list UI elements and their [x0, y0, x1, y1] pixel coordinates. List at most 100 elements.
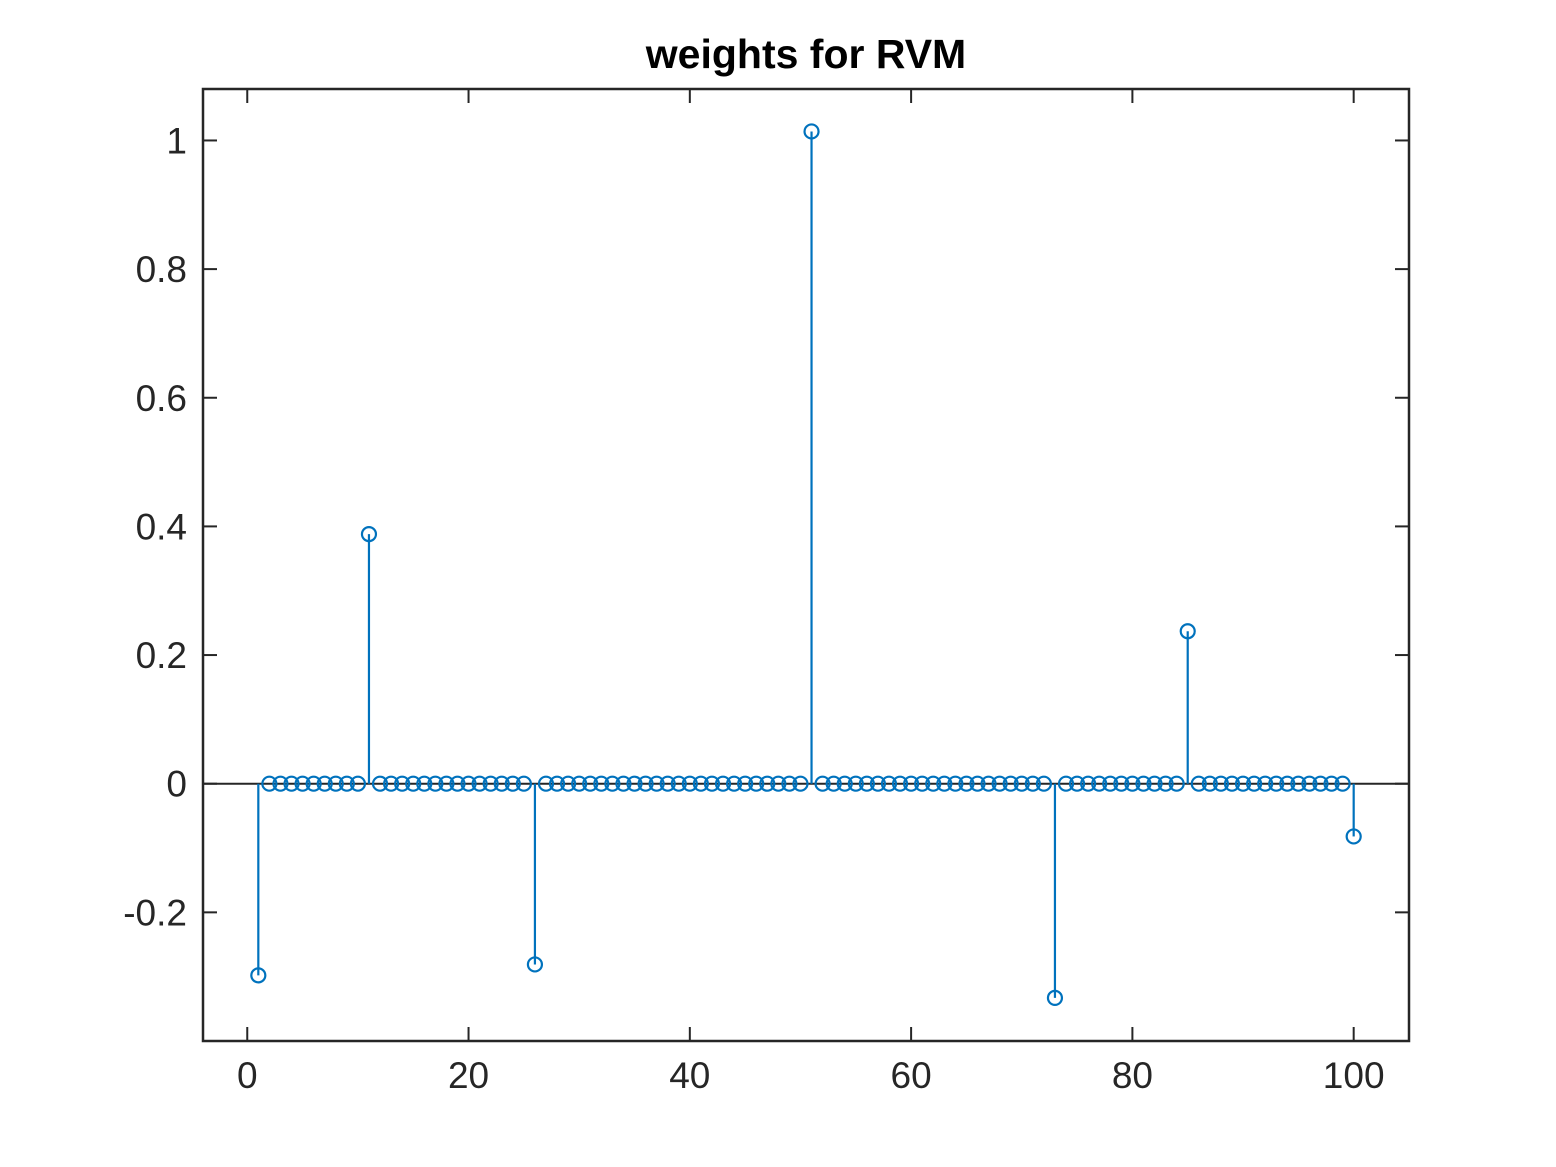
stem-marker	[1024, 775, 1041, 792]
stem-marker	[504, 775, 521, 792]
stem-marker	[936, 775, 953, 792]
stem-marker	[471, 775, 488, 792]
stem-marker	[969, 775, 986, 792]
stem-marker	[371, 775, 389, 792]
stem-marker	[1323, 775, 1340, 792]
stem-marker	[1035, 775, 1052, 792]
stem-marker	[737, 775, 754, 792]
stem-marker	[571, 775, 588, 792]
y-tick-label: 0.8	[136, 249, 187, 290]
stem-marker	[427, 775, 444, 792]
stem-marker	[847, 775, 864, 792]
chart-title: weights for RVM	[645, 31, 966, 77]
stem-marker	[670, 775, 687, 792]
x-tick-label: 80	[1112, 1055, 1153, 1096]
stem-marker	[1124, 775, 1141, 792]
stem-marker	[770, 775, 787, 792]
stem-marker	[991, 775, 1008, 792]
y-tick-label: -0.2	[123, 892, 187, 933]
stem-marker	[526, 956, 544, 973]
stem-marker	[903, 775, 920, 792]
stem-marker	[1168, 775, 1185, 792]
stem-marker	[1013, 775, 1030, 792]
stem-marker	[394, 775, 411, 792]
stem-marker	[1113, 775, 1130, 792]
stem-marker	[681, 775, 698, 792]
stem-marker	[582, 775, 599, 792]
stem-marker	[615, 775, 632, 792]
y-tick-label: 0.6	[136, 378, 187, 419]
stem-marker	[1290, 775, 1307, 792]
stem-marker	[515, 775, 532, 792]
stem-marker	[338, 775, 355, 792]
y-tick-label: 0.4	[136, 506, 187, 547]
stem-marker	[1002, 775, 1019, 792]
stem-marker	[869, 775, 887, 792]
stem-marker	[1268, 775, 1285, 792]
stem-marker	[1102, 775, 1119, 792]
stem-marker	[1334, 775, 1351, 792]
stem-marker	[781, 775, 798, 792]
tick-marks	[203, 89, 1409, 1041]
stem-marker	[659, 775, 676, 792]
x-tick-label: 0	[237, 1055, 258, 1096]
stem-marker	[1201, 775, 1218, 792]
stem-marker	[305, 775, 322, 792]
stem-marker	[1212, 775, 1230, 792]
markers-group	[250, 123, 1362, 1007]
stem-marker	[438, 775, 455, 792]
stem-marker	[482, 775, 499, 792]
axes-frame	[201, 87, 1411, 1043]
x-tick-label: 60	[891, 1055, 932, 1096]
stem-marker	[604, 775, 621, 792]
stem-marker	[283, 775, 300, 792]
stem-marker	[1157, 775, 1174, 792]
stem-marker	[958, 775, 975, 792]
y-tick-label: 0.2	[136, 635, 187, 676]
stem-marker	[493, 775, 510, 792]
stem-marker	[1257, 775, 1274, 792]
stem-marker	[1246, 775, 1263, 792]
stem-marker	[880, 775, 898, 792]
stem-marker	[792, 775, 809, 792]
stem-marker	[416, 775, 433, 792]
stem-marker	[814, 775, 831, 792]
y-tick-label: 1	[166, 120, 187, 161]
stem-marker	[803, 123, 820, 140]
stem-marker	[925, 775, 942, 792]
stem-marker	[261, 775, 278, 792]
stem-marker	[1190, 775, 1207, 792]
stem-marker	[449, 775, 466, 792]
x-tick-labels: 0 20 40 60 80 100	[237, 1055, 1385, 1096]
stem-marker	[537, 775, 555, 792]
stem-marker	[980, 775, 997, 792]
stem-marker	[714, 775, 732, 792]
stem-marker	[703, 775, 721, 792]
stem-marker	[725, 775, 743, 792]
stem-marker	[692, 775, 709, 792]
stem-marker	[272, 775, 289, 792]
x-tick-label: 100	[1323, 1055, 1385, 1096]
x-tick-label: 40	[669, 1055, 710, 1096]
stem-marker	[891, 775, 909, 792]
stem-marker	[593, 775, 610, 792]
stem-marker	[1057, 775, 1075, 792]
stem-marker	[294, 775, 311, 792]
stem-marker	[947, 775, 964, 792]
stem-marker	[759, 775, 776, 792]
stem-marker	[460, 775, 477, 792]
stem-marker	[1068, 775, 1086, 792]
stem-marker	[825, 775, 842, 792]
stem-marker	[405, 775, 422, 792]
stem-marker	[1345, 828, 1362, 845]
stem-marker	[914, 775, 931, 792]
stem-marker	[1146, 775, 1163, 792]
stem-marker	[316, 775, 333, 792]
stem-marker	[637, 775, 654, 792]
stem-marker	[250, 967, 267, 984]
stems-group	[257, 131, 1355, 998]
stem-marker	[1312, 775, 1329, 792]
stem-marker	[1091, 775, 1108, 792]
stem-marker	[548, 775, 566, 792]
